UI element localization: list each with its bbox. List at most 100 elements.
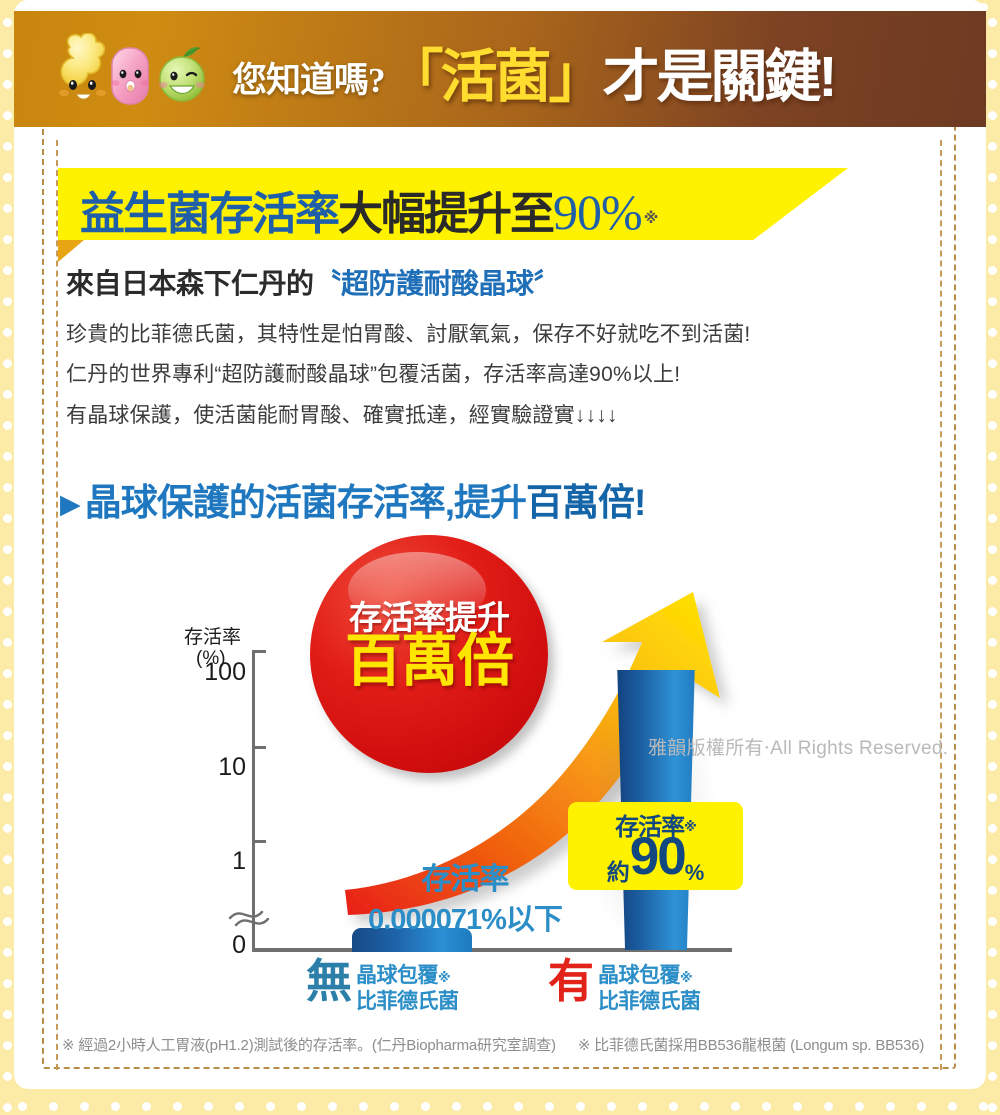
ribbon-text: 益生菌存活率大幅提升至90% ※ — [80, 177, 658, 242]
border-dot — [111, 3, 120, 12]
x-label-yes-line1: 晶球包覆 — [598, 964, 681, 987]
border-dot — [328, 3, 337, 12]
x-label-yes-desc: 晶球包覆※ 比菲德氏菌 — [598, 963, 701, 1014]
border-dot — [3, 266, 12, 275]
border-dot — [988, 1072, 997, 1081]
border-dot — [638, 3, 647, 12]
right-callout-label-sup: ※ — [684, 819, 697, 834]
border-dot — [173, 3, 182, 12]
border-dot — [421, 1102, 430, 1111]
border-dot — [3, 80, 12, 89]
y-tick-label-0: 0 — [232, 931, 246, 959]
border-dot — [988, 421, 997, 430]
border-dot — [576, 3, 585, 12]
dashed-guide-left — [56, 140, 58, 1070]
right-callout-prefix: 約 — [606, 859, 630, 885]
header-small-text: 您知道嗎? — [232, 60, 386, 100]
x-label-no-sup: ※ — [438, 970, 451, 985]
border-dot — [988, 80, 997, 89]
left-bar-callout: 存活率 0.000071%以下 — [330, 854, 600, 938]
blue-headline-text: 晶球保護的活菌存活率,提升 — [84, 482, 527, 523]
border-dot — [3, 1072, 12, 1081]
yellow-ribbon-banner: 益生菌存活率大幅提升至90% ※ — [58, 168, 848, 262]
border-dot — [3, 18, 12, 27]
border-dot — [173, 1102, 182, 1111]
x-label-no-coating: 無晶球包覆※ 比菲德氏菌 — [306, 958, 459, 1014]
border-dot — [452, 3, 461, 12]
border-dot — [3, 1041, 12, 1050]
border-dot — [3, 576, 12, 585]
border-dot — [988, 142, 997, 151]
border-dot — [988, 638, 997, 647]
border-dot — [3, 1103, 12, 1112]
mascot-group — [50, 33, 210, 108]
body-line-2: 仁丹的世界專利“超防護耐酸晶球”包覆活菌，存活率高達90%以上! — [66, 363, 681, 387]
border-dot — [988, 266, 997, 275]
axis-break-icon — [228, 910, 270, 927]
border-dot — [3, 731, 12, 740]
border-dot — [917, 1102, 926, 1111]
border-dot — [204, 1102, 213, 1111]
y-tick-label-1: 1 — [232, 847, 246, 875]
x-label-yes-sup: ※ — [680, 970, 693, 985]
border-dot — [762, 1102, 771, 1111]
border-dot — [669, 1102, 678, 1111]
right-callout-value: 約90% — [568, 830, 743, 884]
border-dot — [988, 948, 997, 957]
border-dot — [514, 1102, 523, 1111]
y-tick-100 — [253, 650, 266, 653]
body-line-1: 珍貴的比菲德氏菌，其特性是怕胃酸、討厭氧氣，保存不好就吃不到活菌! — [66, 323, 751, 346]
border-dot — [988, 793, 997, 802]
footnote-note-1: ※ 經過2小時人工胃液(pH1.2)測試後的存活率。(仁丹Biopharma研究… — [62, 1037, 556, 1054]
right-bar-callout: 存活率※ 約90% — [568, 802, 743, 890]
growth-arrow-icon — [345, 592, 720, 915]
border-dot — [111, 1102, 120, 1111]
subhead-prefix: 來自日本森下仁丹的 — [66, 268, 314, 299]
border-dot — [988, 855, 997, 864]
border-dot — [3, 359, 12, 368]
border-dot — [824, 3, 833, 12]
border-dot — [988, 1010, 997, 1019]
border-dot — [988, 514, 997, 523]
ribbon-part1: 益生菌存活率 — [80, 188, 340, 239]
border-dot — [483, 3, 492, 12]
triangle-marker-icon: ▶ — [60, 489, 81, 519]
border-dot — [988, 204, 997, 213]
border-dot — [18, 1102, 27, 1111]
border-dot — [988, 731, 997, 740]
border-dot — [988, 18, 997, 27]
border-dot — [235, 3, 244, 12]
survival-rate-chart: 存活率 (%) 100 10 1 0 — [0, 535, 1000, 1060]
border-dot — [700, 3, 709, 12]
border-dot — [3, 793, 12, 802]
left-callout-line-2: 0.000071%以下 — [368, 904, 563, 936]
x-label-no-desc: 晶球包覆※ 比菲德氏菌 — [356, 963, 459, 1014]
border-dot — [948, 1102, 957, 1111]
border-dot — [988, 607, 997, 616]
yellow-bacteria-mascot — [59, 33, 106, 100]
border-dot — [3, 979, 12, 988]
y-axis-line — [252, 650, 255, 950]
x-label-yes-line2: 比菲德氏菌 — [598, 989, 701, 1013]
border-dot — [793, 3, 802, 12]
watermark-text: 雅韻版權所有‧All Rights Reserved. — [648, 738, 949, 759]
border-dot — [3, 421, 12, 430]
border-dot — [3, 390, 12, 399]
border-dot — [3, 886, 12, 895]
ribbon-part3: 90% — [553, 184, 643, 240]
border-dot — [421, 3, 430, 12]
border-dot — [545, 3, 554, 12]
border-dot — [3, 1010, 12, 1019]
badge-line-2: 百萬倍 — [345, 629, 514, 693]
border-dot — [3, 948, 12, 957]
border-dot — [80, 3, 89, 12]
border-dot — [988, 700, 997, 709]
ribbon-part2: 大幅提升至 — [338, 188, 555, 239]
border-dot — [979, 3, 988, 12]
footnote-note-2: ※ 比菲德氏菌採用BB536龍根菌 (Longum sp. BB536) — [577, 1037, 925, 1054]
border-dot — [607, 1102, 616, 1111]
border-dot — [886, 3, 895, 12]
border-dot — [18, 3, 27, 12]
x-label-with-coating: 有晶球包覆※ 比菲德氏菌 — [548, 958, 701, 1014]
